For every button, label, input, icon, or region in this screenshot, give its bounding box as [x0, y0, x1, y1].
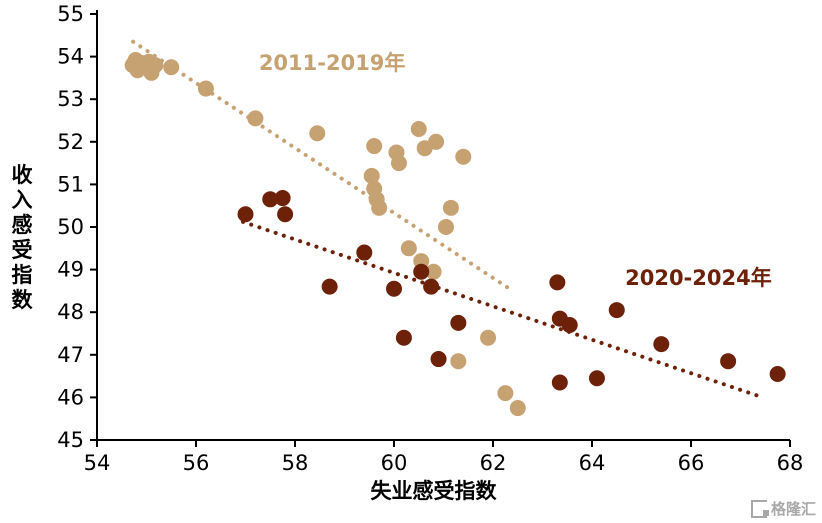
scatter-point	[163, 59, 180, 76]
y-axis-title-char: 感	[12, 213, 33, 237]
scatter-point	[561, 316, 578, 333]
scatter-point	[410, 121, 427, 138]
scatter-point	[262, 191, 279, 208]
scatter-point	[455, 148, 472, 165]
scatter-point	[247, 110, 264, 127]
y-axis-title-char: 数	[12, 288, 34, 312]
scatter-point	[720, 353, 737, 370]
scatter-point	[371, 199, 388, 216]
y-tick-label: 45	[57, 428, 84, 452]
y-tick-label: 49	[57, 258, 84, 282]
scatter-point	[386, 280, 402, 297]
scatter-point	[356, 244, 373, 261]
scatter-point	[769, 365, 786, 382]
scatter-point	[147, 57, 164, 74]
scatter-point	[497, 385, 514, 402]
y-tick-label: 50	[57, 215, 84, 239]
y-axis-title-char: 收	[12, 163, 33, 187]
x-tick-label: 64	[579, 451, 606, 475]
series-label-2011-2019年: 2011-2019年	[259, 51, 406, 75]
y-tick-label: 54	[57, 45, 84, 69]
scatter-point	[363, 167, 380, 184]
y-tick-label: 47	[57, 343, 84, 367]
scatter-point	[450, 353, 467, 370]
scatter-point	[390, 155, 407, 172]
x-axis-title: 失业感受指数	[371, 479, 498, 503]
scatter-point	[653, 336, 670, 353]
x-tick-label: 60	[381, 451, 408, 475]
scatter-point	[321, 278, 338, 295]
scatter-point	[395, 329, 412, 346]
scatter-point	[430, 351, 447, 368]
gelonghui-logo-icon	[750, 499, 769, 518]
x-tick-label: 68	[777, 451, 804, 475]
y-tick-label: 55	[57, 2, 84, 26]
scatter-point	[309, 125, 326, 142]
scatter-point	[549, 274, 566, 291]
x-tick-label: 58	[282, 451, 309, 475]
x-tick-label: 66	[678, 451, 705, 475]
trendline-2011-2019年	[131, 39, 515, 293]
x-tick-label: 54	[84, 451, 111, 475]
scatter-point	[274, 190, 291, 207]
y-tick-label: 51	[57, 172, 84, 196]
gelonghui-logo-text: 格隆汇	[770, 500, 816, 518]
y-axis-title-char: 受	[12, 238, 33, 262]
x-tick-label: 62	[480, 451, 507, 475]
scatter-point	[450, 314, 467, 331]
scatter-point	[237, 206, 254, 223]
scatter-point	[197, 80, 214, 97]
scatter-point	[437, 219, 454, 235]
x-tick-label: 56	[183, 451, 210, 475]
scatter-point	[509, 400, 526, 417]
trendline-2020-2024年	[241, 219, 765, 400]
y-axis-title-char: 入	[12, 188, 33, 212]
scatter-point	[480, 329, 497, 346]
scatter-point	[608, 302, 625, 319]
gelonghui-logo: 格隆汇	[750, 498, 816, 519]
scatter-point	[423, 278, 440, 295]
scatter-point	[442, 199, 459, 216]
scatter-point	[425, 263, 442, 280]
scatter-point	[588, 370, 605, 387]
scatter-point	[400, 240, 417, 257]
scatter-point	[366, 138, 383, 155]
y-tick-label: 53	[57, 87, 84, 111]
scatter-point	[551, 374, 568, 391]
y-tick-label: 52	[57, 130, 84, 154]
y-tick-label: 46	[57, 385, 84, 409]
scatter-point	[277, 206, 294, 223]
scatter-point	[413, 263, 430, 280]
scatter-point	[428, 133, 445, 150]
series-label-2020-2024年: 2020-2024年	[625, 266, 772, 290]
y-tick-label: 48	[57, 300, 84, 324]
y-axis-title-char: 指	[12, 263, 33, 287]
